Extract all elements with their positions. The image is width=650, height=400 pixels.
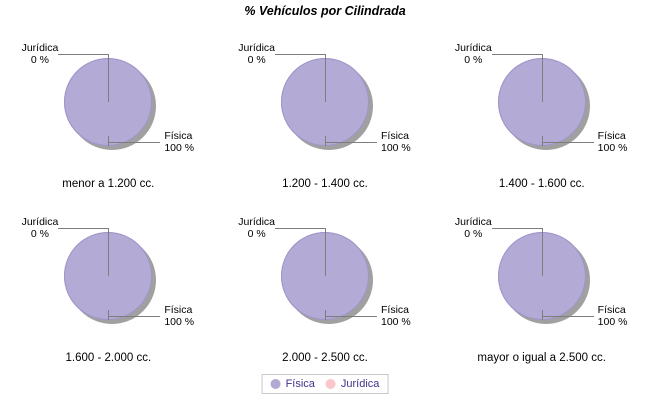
fisica-percent: 100 % xyxy=(164,316,195,328)
fisica-leader-line xyxy=(541,142,594,143)
juridica-percent: 0 % xyxy=(30,54,49,66)
juridica-percent: 0 % xyxy=(30,228,49,240)
fisica-leader-line xyxy=(541,316,594,317)
juridica-slice-label: Jurídica 0 % xyxy=(238,42,275,66)
fisica-name: Física xyxy=(381,304,410,316)
slice-divider-line xyxy=(541,54,543,102)
fisica-percent: 100 % xyxy=(381,316,411,328)
fisica-percent: 100 % xyxy=(597,142,628,154)
slice-divider-line xyxy=(108,54,110,102)
fisica-leader-line xyxy=(108,316,161,317)
fisica-tick-line xyxy=(325,136,326,146)
pie-category-label: 1.600 - 2.000 cc. xyxy=(65,352,152,364)
slice-divider-line xyxy=(325,228,326,276)
pie-category-label: menor a 1.200 cc. xyxy=(62,178,155,190)
fisica-tick-line xyxy=(108,310,110,320)
juridica-slice-label: Jurídica 0 % xyxy=(455,42,492,66)
legend-label-fisica: Física xyxy=(285,378,315,390)
fisica-slice-label: Física 100 % xyxy=(381,304,411,328)
slice-divider-line xyxy=(325,54,326,102)
juridica-leader-line xyxy=(491,54,542,55)
fisica-tick-line xyxy=(541,310,543,320)
pie-cell-1400-1600: Jurídica 0 % Física 100 % 1.400 - 1.600 … xyxy=(433,30,650,198)
fisica-slice-label: Física 100 % xyxy=(164,130,194,154)
juridica-name: Jurídica xyxy=(454,216,492,228)
pie-category-label: 2.000 - 2.500 cc. xyxy=(282,352,368,364)
juridica-name: Jurídica xyxy=(238,216,276,228)
legend-item-fisica: Física xyxy=(270,378,315,390)
fisica-percent: 100 % xyxy=(597,316,628,328)
juridica-legend-dot-icon xyxy=(325,379,336,389)
fisica-name: Física xyxy=(597,130,626,142)
juridica-slice-label: Jurídica 0 % xyxy=(22,42,59,66)
pie-row-2: Jurídica 0 % Física 100 % 1.600 - 2.000 … xyxy=(0,204,650,372)
juridica-name: Jurídica xyxy=(21,216,59,228)
fisica-leader-line xyxy=(108,142,161,143)
chart-title: % Vehículos por Cilindrada xyxy=(244,4,406,18)
chart-legend: Física Jurídica xyxy=(261,374,389,394)
pie-cell-1200-1400: Jurídica 0 % Física 100 % 1.200 - 1.400 … xyxy=(217,30,434,198)
fisica-percent: 100 % xyxy=(381,142,411,154)
fisica-tick-line xyxy=(325,310,326,320)
pie-cell-2000-2500: Jurídica 0 % Física 100 % 2.000 - 2.500 … xyxy=(217,204,434,372)
fisica-slice-label: Física 100 % xyxy=(598,304,628,328)
pie-cell-menor-1200: Jurídica 0 % Física 100 % menor a 1.200 … xyxy=(0,30,217,198)
juridica-name: Jurídica xyxy=(21,42,59,54)
juridica-name: Jurídica xyxy=(454,42,492,54)
pie-cell-1600-2000: Jurídica 0 % Física 100 % 1.600 - 2.000 … xyxy=(0,204,217,372)
legend-label-juridica: Jurídica xyxy=(340,378,380,390)
pie-category-label: mayor o igual a 2.500 cc. xyxy=(477,352,606,364)
fisica-name: Física xyxy=(164,304,193,316)
juridica-percent: 0 % xyxy=(247,228,266,240)
juridica-leader-line xyxy=(58,54,109,55)
juridica-name: Jurídica xyxy=(238,42,276,54)
fisica-name: Física xyxy=(597,304,626,316)
fisica-tick-line xyxy=(108,136,110,146)
fisica-slice-label: Física 100 % xyxy=(164,304,194,328)
slice-divider-line xyxy=(108,228,110,276)
juridica-slice-label: Jurídica 0 % xyxy=(455,216,492,240)
juridica-percent: 0 % xyxy=(247,54,266,66)
fisica-slice-label: Física 100 % xyxy=(598,130,628,154)
slice-divider-line xyxy=(541,228,543,276)
pie-cell-mayor-2500: Jurídica 0 % Física 100 % mayor o igual … xyxy=(433,204,650,372)
juridica-leader-line xyxy=(58,228,109,229)
fisica-tick-line xyxy=(541,136,543,146)
juridica-slice-label: Jurídica 0 % xyxy=(238,216,275,240)
fisica-leader-line xyxy=(325,316,377,317)
juridica-leader-line xyxy=(491,228,542,229)
juridica-leader-line xyxy=(275,228,326,229)
juridica-leader-line xyxy=(275,54,326,55)
juridica-slice-label: Jurídica 0 % xyxy=(22,216,59,240)
fisica-name: Física xyxy=(381,130,410,142)
pie-row-1: Jurídica 0 % Física 100 % menor a 1.200 … xyxy=(0,30,650,198)
legend-item-juridica: Jurídica xyxy=(325,378,380,390)
juridica-percent: 0 % xyxy=(464,228,483,240)
pie-category-label: 1.200 - 1.400 cc. xyxy=(282,178,368,190)
fisica-percent: 100 % xyxy=(164,142,195,154)
juridica-percent: 0 % xyxy=(464,54,483,66)
fisica-slice-label: Física 100 % xyxy=(381,130,411,154)
fisica-name: Física xyxy=(164,130,193,142)
pie-category-label: 1.400 - 1.600 cc. xyxy=(498,178,585,190)
fisica-legend-dot-icon xyxy=(270,379,281,389)
fisica-leader-line xyxy=(325,142,377,143)
